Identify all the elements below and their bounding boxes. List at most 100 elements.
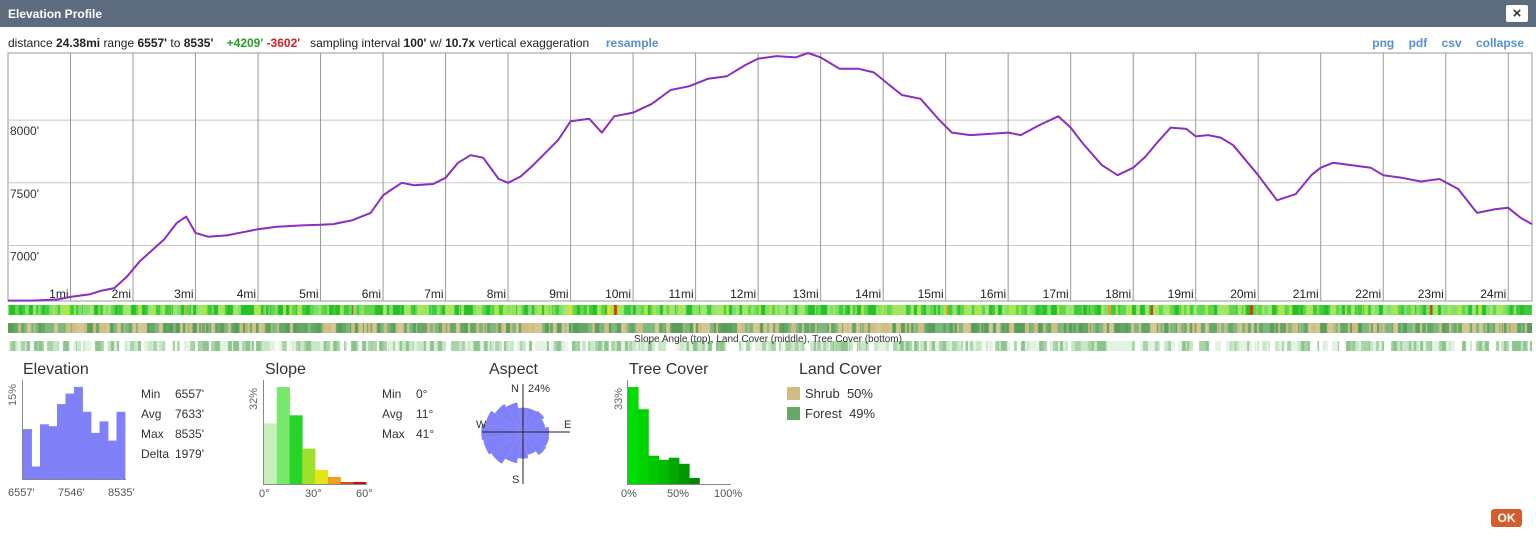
distance-value: 24.38mi xyxy=(56,36,101,50)
slope-x-label-mid: 30° xyxy=(305,488,322,500)
elevation-histogram-bar xyxy=(31,466,41,479)
aspect-rose-chart xyxy=(481,384,570,484)
plot-area xyxy=(7,52,1533,302)
elevation-histogram-bar xyxy=(116,411,126,479)
distance-label: distance xyxy=(8,36,53,50)
tree-cover-histogram-bar xyxy=(648,455,659,484)
shrub-pct: 50% xyxy=(846,386,873,401)
x-tick-label: 24mi xyxy=(1480,287,1506,301)
elevation-panel-title: Elevation xyxy=(23,361,89,378)
with-label: w/ xyxy=(429,36,442,50)
window-title: Elevation Profile xyxy=(8,7,103,21)
land-cover-panel-title: Land Cover xyxy=(799,361,882,378)
close-button[interactable]: × xyxy=(1506,5,1528,22)
slope-angle-band xyxy=(8,305,1532,315)
tree-cover-x-label-min: 0% xyxy=(621,488,637,500)
y-tick-label: 7000' xyxy=(10,249,39,263)
ok-button[interactable]: OK xyxy=(1491,509,1522,527)
land-cover-legend-forest: Forest 49% xyxy=(787,406,875,421)
x-tick-label: 3mi xyxy=(174,287,193,301)
slope-histogram-bar xyxy=(353,481,367,484)
x-tick-label: 7mi xyxy=(424,287,443,301)
exaggeration-value: 10.7x xyxy=(445,36,476,50)
slope-stat-min: Min 0° xyxy=(382,387,428,401)
elevation-stat-max: Max 8535' xyxy=(141,427,204,441)
forest-label: Forest xyxy=(805,406,842,421)
elevation-histogram-bar xyxy=(40,424,49,479)
range-max-value: 8535' xyxy=(183,36,214,50)
x-tick-label: 19mi xyxy=(1168,287,1194,301)
exaggeration-label: vertical exaggeration xyxy=(478,36,590,50)
forest-pct: 49% xyxy=(849,406,876,421)
range-label: range xyxy=(103,36,135,50)
csv-link[interactable]: csv xyxy=(1441,36,1462,50)
elevation-profile-chart: 7000'7500'8000'1mi 2mi 3mi 4mi 5mi 6mi 7mi 8mi 9… xyxy=(7,52,1533,302)
elevation-histogram-bar xyxy=(82,411,92,479)
elevation-histogram-bar xyxy=(57,404,66,479)
slope-histogram-bar xyxy=(302,448,316,484)
shrub-swatch xyxy=(787,387,800,400)
slope-y-max-label: 32% xyxy=(248,387,260,410)
aspect-sector xyxy=(483,432,523,455)
slope-histogram-bar xyxy=(264,423,278,484)
resample-link[interactable]: resample xyxy=(605,36,659,50)
land-cover-band xyxy=(8,323,1532,333)
aspect-sector xyxy=(505,432,523,464)
title-bar: Elevation Profile × xyxy=(0,0,1536,27)
x-tick-label: 5mi xyxy=(299,287,318,301)
tree-cover-histogram-bar xyxy=(638,409,649,484)
slope-x-label-min: 0° xyxy=(259,488,270,500)
png-link[interactable]: png xyxy=(1372,36,1395,50)
tree-cover-y-max-label: 33% xyxy=(613,387,625,410)
elevation-loss: -3602' xyxy=(266,36,301,50)
tree-cover-histogram-bar xyxy=(679,463,690,484)
x-tick-label: 17mi xyxy=(1043,287,1069,301)
aspect-east-label: E xyxy=(564,419,572,431)
aspect-sector xyxy=(506,402,523,432)
elevation-x-label-mid: 7546' xyxy=(58,487,85,499)
bands-caption: Slope Angle (top), Land Cover (middle), … xyxy=(634,334,902,345)
slope-histogram-bar xyxy=(276,387,290,484)
aspect-sector xyxy=(523,410,545,432)
y-tick-label: 7500' xyxy=(10,187,39,201)
elevation-gain: +4209' xyxy=(226,36,264,50)
slope-histogram-bar xyxy=(315,469,329,484)
slope-histogram-bar xyxy=(289,415,303,484)
summary-bar: distance 24.38mi range 6557' to 8535' +4… xyxy=(8,36,659,50)
attribute-bands xyxy=(8,302,1532,356)
x-tick-label: 15mi xyxy=(918,287,944,301)
elevation-histogram-bar xyxy=(74,386,83,479)
elevation-histogram xyxy=(22,380,126,480)
aspect-sector xyxy=(523,419,546,432)
aspect-sector xyxy=(485,410,523,432)
elevation-y-max-label: 15% xyxy=(7,383,19,406)
export-links: png pdf csv collapse xyxy=(1361,36,1524,50)
aspect-max-label: 24% xyxy=(528,383,551,395)
aspect-sector xyxy=(491,432,523,464)
aspect-west-label: W xyxy=(476,419,487,431)
collapse-link[interactable]: collapse xyxy=(1475,36,1524,50)
x-tick-label: 6mi xyxy=(362,287,381,301)
range-min-value: 6557' xyxy=(137,36,168,50)
x-tick-label: 18mi xyxy=(1105,287,1131,301)
shrub-label: Shrub xyxy=(805,386,840,401)
slope-histogram-bar xyxy=(327,476,341,484)
x-tick-label: 8mi xyxy=(487,287,506,301)
aspect-sector xyxy=(495,404,523,432)
aspect-sector xyxy=(523,432,547,456)
pdf-link[interactable]: pdf xyxy=(1408,36,1428,50)
tree-cover-x-label-max: 100% xyxy=(714,488,743,500)
tree-cover-x-label-mid: 50% xyxy=(667,488,690,500)
x-tick-label: 4mi xyxy=(237,287,256,301)
elevation-x-label-min: 6557' xyxy=(8,487,35,499)
elevation-histogram-bar xyxy=(65,393,75,479)
x-tick-label: 13mi xyxy=(793,287,819,301)
elevation-histogram-bar xyxy=(48,426,58,479)
slope-histogram-bar xyxy=(340,481,354,484)
elevation-stats: Min 6557' Avg 7633' Max 8535' Delta 1979' xyxy=(141,384,204,464)
sampling-label: sampling interval xyxy=(310,36,401,50)
tree-cover-histogram-bar xyxy=(628,387,639,484)
elevation-line xyxy=(8,52,1533,302)
elevation-histogram-bar xyxy=(108,440,117,479)
slope-stats: Min 0° Avg 11° Max 41° xyxy=(382,384,434,444)
